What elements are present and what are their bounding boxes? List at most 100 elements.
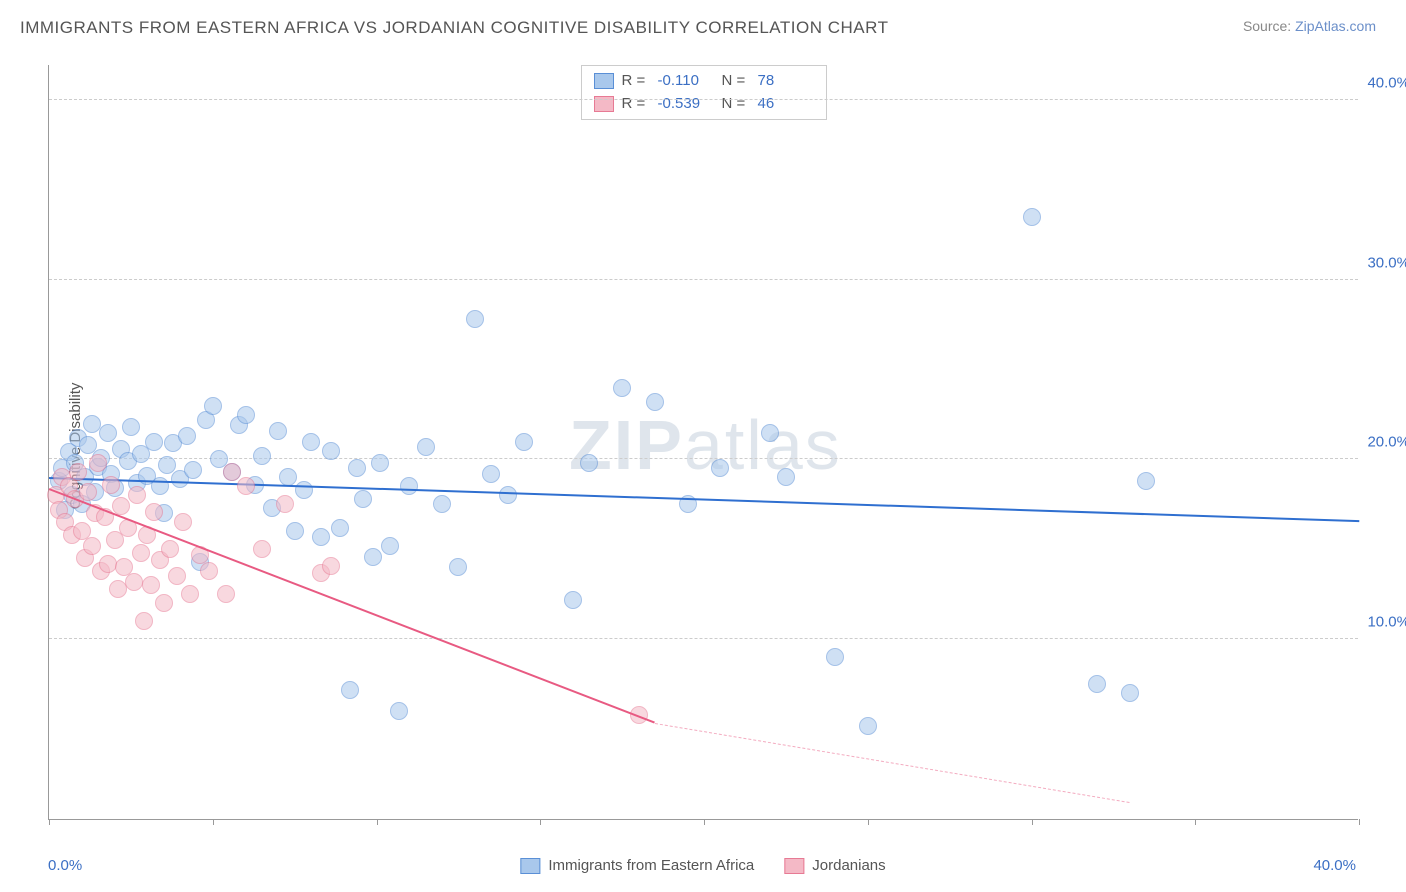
x-tick <box>868 819 869 825</box>
data-point <box>181 585 199 603</box>
data-point <box>122 418 140 436</box>
data-point <box>135 612 153 630</box>
data-point <box>1088 675 1106 693</box>
data-point <box>646 393 664 411</box>
stats-legend: R = -0.110 N = 78 R = -0.539 N = 46 <box>581 65 827 120</box>
data-point <box>466 310 484 328</box>
y-tick-label: 30.0% <box>1367 254 1406 271</box>
data-point <box>99 555 117 573</box>
data-point <box>69 463 87 481</box>
r-label: R = <box>622 93 650 116</box>
watermark-atlas: atlas <box>684 406 842 484</box>
r-label: R = <box>622 70 650 93</box>
data-point <box>777 468 795 486</box>
chart-title: IMMIGRANTS FROM EASTERN AFRICA VS JORDAN… <box>20 18 888 38</box>
data-point <box>341 681 359 699</box>
data-point <box>132 544 150 562</box>
x-tick <box>1195 819 1196 825</box>
x-axis-min-label: 0.0% <box>48 857 82 874</box>
data-point <box>174 513 192 531</box>
gridline <box>49 638 1358 639</box>
data-point <box>499 486 517 504</box>
data-point <box>83 415 101 433</box>
legend-swatch <box>784 858 804 874</box>
data-point <box>331 519 349 537</box>
watermark: ZIPatlas <box>569 405 842 485</box>
data-point <box>761 424 779 442</box>
data-point <box>155 594 173 612</box>
gridline <box>49 279 1358 280</box>
data-point <box>158 456 176 474</box>
data-point <box>83 537 101 555</box>
data-point <box>613 379 631 397</box>
data-point <box>109 580 127 598</box>
data-point <box>237 406 255 424</box>
data-point <box>286 522 304 540</box>
x-axis-max-label: 40.0% <box>1313 857 1356 874</box>
data-point <box>223 463 241 481</box>
stats-row: R = -0.110 N = 78 <box>594 70 814 93</box>
data-point <box>449 558 467 576</box>
legend-label: Immigrants from Eastern Africa <box>548 857 754 874</box>
data-point <box>145 503 163 521</box>
data-point <box>433 495 451 513</box>
x-tick <box>377 819 378 825</box>
data-point <box>89 454 107 472</box>
legend-item: Jordanians <box>784 857 885 874</box>
data-point <box>184 461 202 479</box>
legend-label: Jordanians <box>812 857 885 874</box>
x-tick <box>1359 819 1360 825</box>
data-point <box>400 477 418 495</box>
data-point <box>276 495 294 513</box>
gridline <box>49 458 1358 459</box>
n-value: 78 <box>758 70 814 93</box>
data-point <box>102 476 120 494</box>
data-point <box>826 648 844 666</box>
data-point <box>312 528 330 546</box>
data-point <box>237 477 255 495</box>
y-tick-label: 40.0% <box>1367 74 1406 91</box>
n-value: 46 <box>758 93 814 116</box>
n-label: N = <box>722 70 750 93</box>
data-point <box>1023 208 1041 226</box>
source-link[interactable]: ZipAtlas.com <box>1295 18 1376 34</box>
legend-item: Immigrants from Eastern Africa <box>520 857 754 874</box>
data-point <box>515 433 533 451</box>
data-point <box>295 481 313 499</box>
data-point <box>217 585 235 603</box>
legend-swatch <box>520 858 540 874</box>
data-point <box>128 486 146 504</box>
data-point <box>200 562 218 580</box>
data-point <box>390 702 408 720</box>
data-point <box>354 490 372 508</box>
data-point <box>417 438 435 456</box>
data-point <box>364 548 382 566</box>
x-tick <box>1032 819 1033 825</box>
plot-area: ZIPatlas R =-0.110N =78R =-0.539N =46 10… <box>48 65 1358 820</box>
y-tick-label: 10.0% <box>1367 614 1406 631</box>
n-label: N = <box>722 93 750 116</box>
data-point <box>711 459 729 477</box>
data-point <box>580 454 598 472</box>
data-point <box>564 591 582 609</box>
series-legend: Immigrants from Eastern Africa Jordanians <box>520 857 885 874</box>
r-value: -0.539 <box>658 93 714 116</box>
r-value: -0.110 <box>658 70 714 93</box>
source-prefix: Source: <box>1243 18 1295 34</box>
data-point <box>168 567 186 585</box>
legend-swatch <box>594 73 614 89</box>
y-tick-label: 20.0% <box>1367 434 1406 451</box>
x-tick <box>540 819 541 825</box>
data-point <box>322 442 340 460</box>
trend-line-dashed <box>655 723 1130 803</box>
source-attribution: Source: ZipAtlas.com <box>1243 18 1376 34</box>
data-point <box>371 454 389 472</box>
data-point <box>269 422 287 440</box>
data-point <box>99 424 117 442</box>
watermark-zip: ZIP <box>569 406 684 484</box>
data-point <box>142 576 160 594</box>
data-point <box>253 540 271 558</box>
data-point <box>178 427 196 445</box>
x-tick <box>704 819 705 825</box>
data-point <box>79 483 97 501</box>
